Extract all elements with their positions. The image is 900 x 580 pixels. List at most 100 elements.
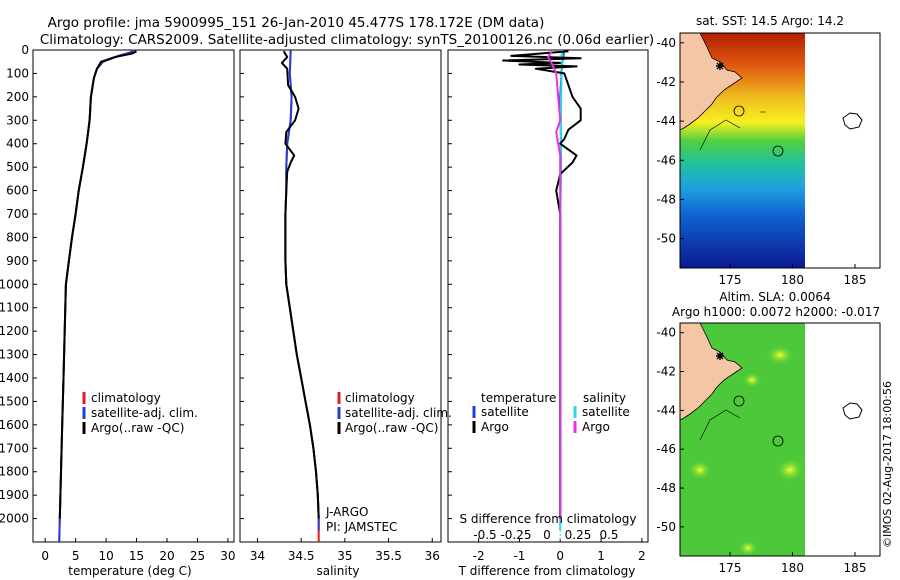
chatham-island (842, 112, 863, 130)
imos-credit: ©IMOS 02-Aug-2017 18:00:56 (881, 381, 894, 548)
sla-map-frame (679, 322, 881, 557)
x-tick-label: 0 (556, 549, 564, 563)
bathymetry-contour (699, 111, 766, 151)
x-tick-label: 25 (190, 549, 205, 563)
lat-tick-label: -50 (656, 520, 676, 534)
lat-tick-label: -44 (656, 403, 676, 417)
legend-label-s-satellite: satellite (582, 405, 630, 419)
x-tick-label: 34.5 (288, 549, 315, 563)
bathymetry-contour (733, 105, 745, 117)
sst-map-title: sat. SST: 14.5 Argo: 14.2 (696, 14, 844, 28)
sla-high-patch (766, 345, 794, 365)
series-line-argo (280, 50, 320, 519)
x-tick-label: 35.5 (375, 549, 402, 563)
platform-annotation-line-1: J-ARGO (325, 505, 368, 519)
lon-tick-label: 175 (719, 561, 742, 575)
lat-tick-label: -50 (656, 232, 676, 246)
difference-legend: temperature satellite Argo salinity sate… (472, 391, 630, 434)
depth-tick-label: 700 (6, 207, 29, 221)
chatham-island (842, 402, 863, 420)
x-tick-label: 2 (638, 549, 646, 563)
title-line-2: Climatology: CARS2009. Satellite-adjuste… (40, 32, 654, 48)
sla-high-patch (776, 458, 804, 482)
difference-panel (447, 49, 649, 543)
lat-tick-label: -44 (656, 114, 676, 128)
sla-map-title-line-1: Altim. SLA: 0.0064 (719, 290, 830, 304)
s-tick-label: 0.5 (599, 528, 618, 542)
lat-tick-label: -42 (656, 365, 676, 379)
s-tick-label: 0.25 (565, 528, 592, 542)
x-tick-label: 35 (337, 549, 352, 563)
depth-tick-label: 0 (21, 43, 29, 57)
depth-tick-label: 300 (6, 113, 29, 127)
x-tick-label: 15 (129, 549, 144, 563)
salinity-xlabel: salinity (316, 564, 359, 578)
x-tick-label: 0 (41, 549, 49, 563)
argo-float-marker (716, 62, 724, 70)
x-tick-label: 5 (72, 549, 80, 563)
sst-map-axes: -40 -42 -44 -46 -48 -50 175 180 185 (656, 36, 866, 287)
series-line-s-argo (547, 50, 562, 519)
difference-xlabel: T difference from climatology (458, 564, 636, 578)
depth-tick-label: 1000 (0, 277, 29, 291)
lon-tick-label: 180 (781, 561, 804, 575)
lon-tick-label: 185 (844, 273, 867, 287)
difference-plot: -2 -1 0 1 2-0.5 -0.25 0 0.25 0.5 (473, 49, 646, 563)
temperature-panel (32, 49, 235, 543)
legend-label-satellite: satellite-adj. clim. (91, 406, 198, 420)
legend-label-climatology: climatology (91, 391, 161, 405)
depth-tick-label: 1300 (0, 348, 29, 362)
depth-tick-label: 1400 (0, 371, 29, 385)
sla-map-title-line-2: Argo h1000: 0.0072 h2000: -0.017 (672, 305, 880, 319)
sla-high-patch (688, 460, 712, 480)
series-line-t-argo (502, 50, 582, 519)
bathymetry-contour (733, 395, 745, 407)
x-tick-label: 30 (220, 549, 235, 563)
x-tick-label: 34 (250, 549, 265, 563)
title-line-1: Argo profile: jma 5900995_151 26-Jan-201… (48, 15, 545, 31)
depth-tick-label: 800 (6, 230, 29, 244)
legend-label-t-argo: Argo (481, 420, 509, 434)
lat-tick-label: -48 (656, 481, 676, 495)
salinity-plot: 34 34.5 35 35.5 36 (250, 49, 440, 563)
lon-tick-label: 175 (719, 273, 742, 287)
depth-tick-label: 1900 (0, 488, 29, 502)
sst-blank-area (805, 33, 880, 268)
x-tick-label: -1 (513, 549, 525, 563)
x-tick-label: 1 (597, 549, 605, 563)
legend-label-satellite: satellite-adj. clim. (345, 406, 452, 420)
sla-high-patch (738, 540, 758, 556)
legend-label-climatology: climatology (345, 391, 415, 405)
lon-tick-label: 185 (844, 561, 867, 575)
sla-blank-area (805, 323, 880, 556)
platform-annotation-line-2: PI: JAMSTEC (326, 520, 397, 534)
lat-tick-label: -48 (656, 192, 676, 206)
bathymetry-contour (699, 409, 741, 441)
difference-x2label: S difference from climatology (460, 512, 637, 526)
x-tick-label: 20 (159, 549, 174, 563)
depth-tick-label: 1200 (0, 324, 29, 338)
temperature-plot: 0 5 10 15 20 25 30 (41, 49, 236, 563)
depth-tick-label: 1500 (0, 394, 29, 408)
legend-label-s-argo: Argo (582, 420, 610, 434)
legend-label-argo: Argo(..raw -QC) (91, 421, 184, 435)
depth-axis: 0 100 200 300 400 500 600 700 800 900 1000 1100 1200… (0, 43, 452, 526)
land-new-zealand (679, 32, 743, 131)
s-tick-label: 0 (543, 528, 551, 542)
lat-tick-label: -40 (656, 326, 676, 340)
depth-tick-label: 400 (6, 137, 29, 151)
x-tick-label: 10 (98, 549, 113, 563)
x-tick-label: 36 (425, 549, 440, 563)
series-line-satellite-adj-clim- (58, 49, 135, 543)
sla-high-patch (742, 372, 762, 388)
depth-tick-label: 1600 (0, 418, 29, 432)
depth-tick-label: 900 (6, 254, 29, 268)
sla-map-axes: -40 -42 -44 -46 -48 -50 175 180 185 (656, 326, 866, 575)
series-line-argo (58, 50, 137, 519)
depth-tick-label: 100 (6, 66, 29, 80)
depth-tick-label: 1800 (0, 465, 29, 479)
legend-heading-salinity: salinity (583, 391, 626, 405)
lat-tick-label: -42 (656, 75, 676, 89)
depth-tick-label: 200 (6, 90, 29, 104)
